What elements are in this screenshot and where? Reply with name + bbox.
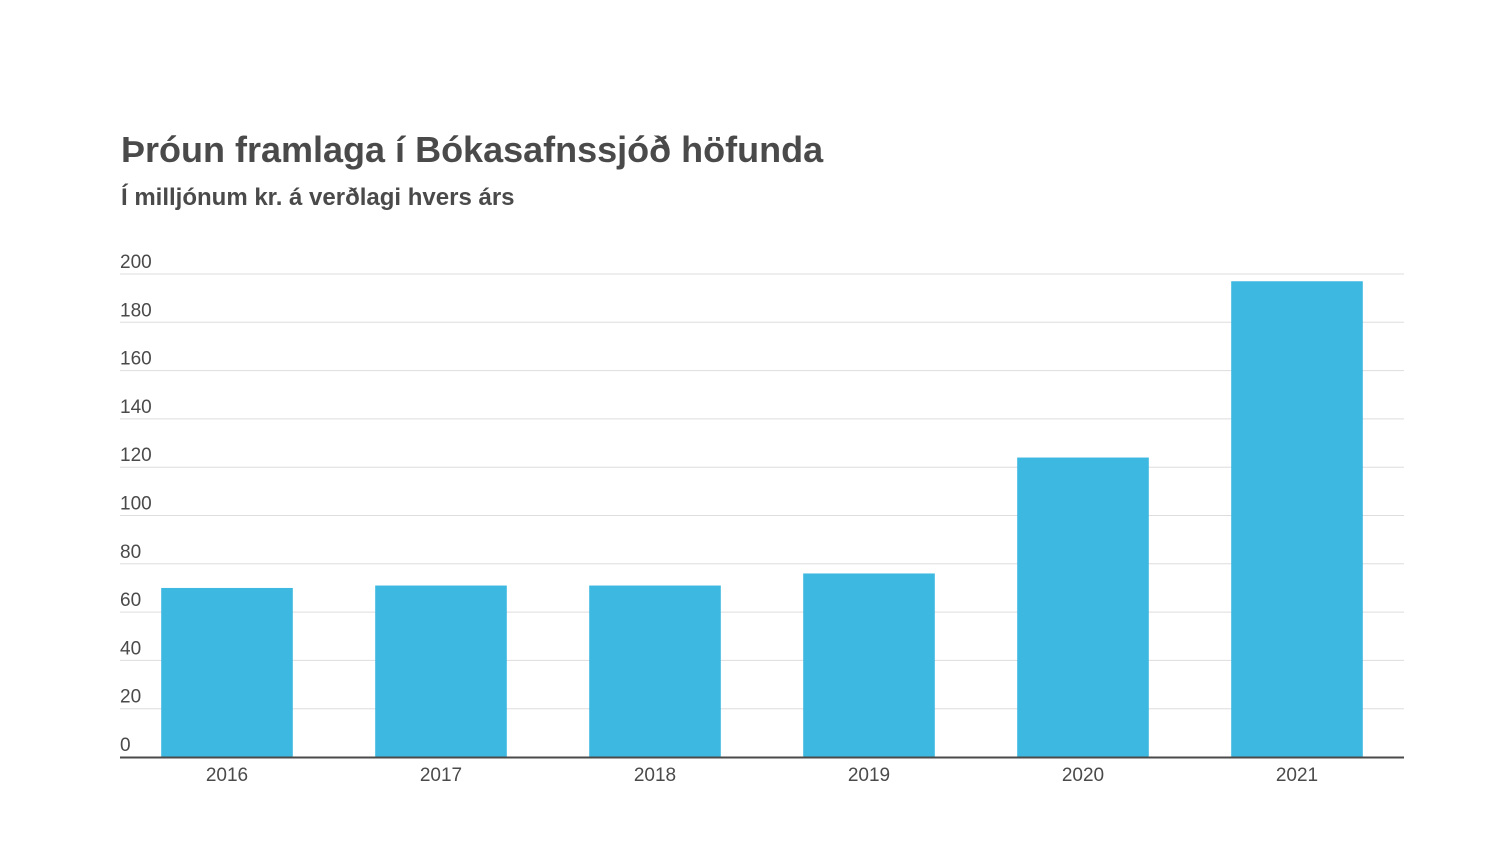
bar-2019 bbox=[803, 573, 935, 757]
y-tick-label: 40 bbox=[120, 638, 141, 659]
x-tick-label: 2016 bbox=[206, 765, 248, 786]
bar-2018 bbox=[589, 585, 721, 757]
x-axis-ticks: 2016 2017 2018 2019 2020 2021 bbox=[206, 765, 1318, 786]
y-tick-label: 100 bbox=[120, 494, 152, 515]
x-tick-label: 2021 bbox=[1276, 765, 1318, 786]
bars bbox=[161, 281, 1363, 757]
y-tick-label: 60 bbox=[120, 590, 141, 611]
y-axis-ticks: 0 20 40 60 80 100 120 140 160 180 200 bbox=[120, 252, 152, 756]
chart-title: Þróun framlaga í Bókasafnssjóð höfunda bbox=[121, 129, 824, 170]
y-tick-label: 120 bbox=[120, 445, 152, 466]
y-tick-label: 180 bbox=[120, 300, 152, 321]
x-tick-label: 2017 bbox=[420, 765, 462, 786]
y-tick-label: 140 bbox=[120, 397, 152, 418]
bar-2017 bbox=[375, 585, 507, 757]
chart-subtitle: Í milljónum kr. á verðlagi hvers árs bbox=[121, 184, 515, 211]
y-tick-label: 80 bbox=[120, 542, 141, 563]
bar-2020 bbox=[1017, 457, 1149, 757]
gridlines bbox=[120, 273, 1404, 710]
x-tick-label: 2019 bbox=[848, 765, 890, 786]
y-tick-label: 160 bbox=[120, 349, 152, 370]
y-tick-label: 200 bbox=[120, 252, 152, 273]
x-tick-label: 2020 bbox=[1062, 765, 1104, 786]
x-tick-label: 2018 bbox=[634, 765, 676, 786]
bar-2021 bbox=[1231, 281, 1363, 757]
y-tick-label: 20 bbox=[120, 687, 141, 708]
bar-2016 bbox=[161, 587, 293, 757]
y-tick-label: 0 bbox=[120, 735, 131, 756]
